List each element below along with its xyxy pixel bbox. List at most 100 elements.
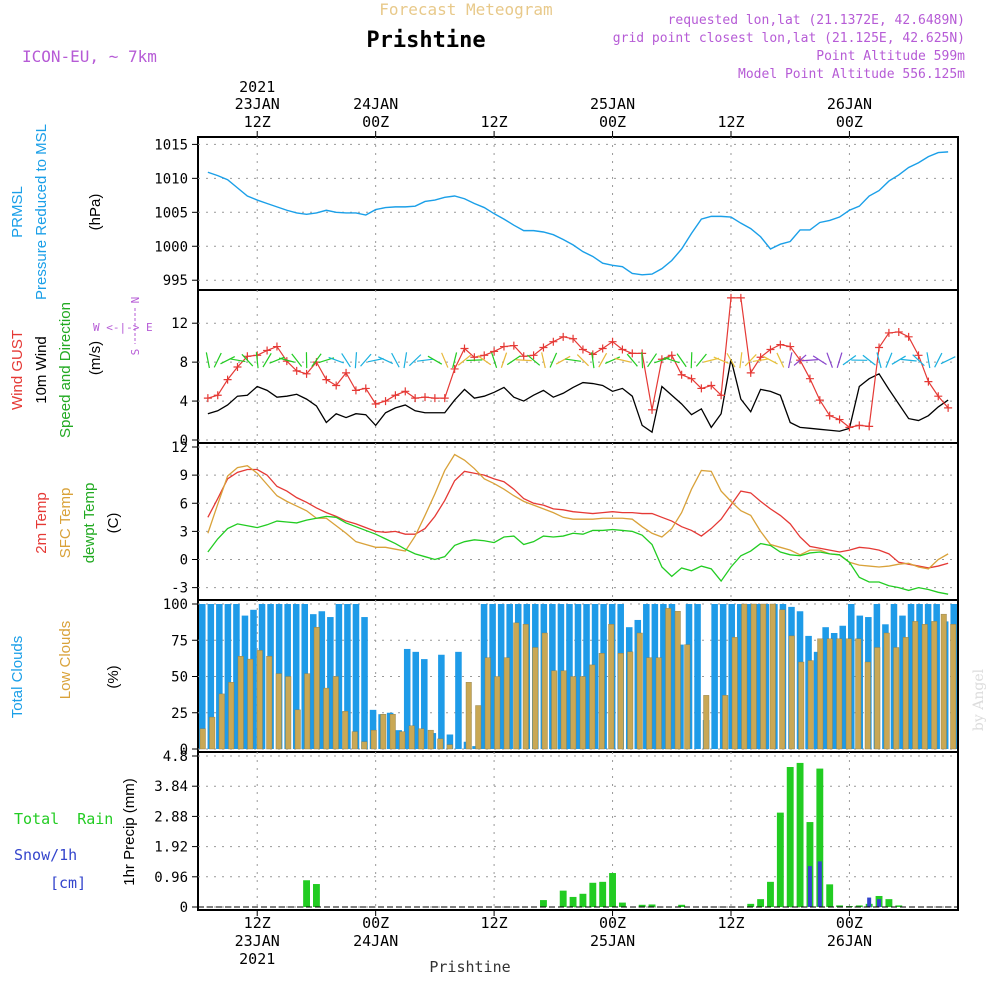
wind-arrow	[776, 352, 785, 368]
gust-marker	[608, 337, 617, 346]
low-cloud-bar	[361, 741, 368, 750]
pressure-ytick-label: 1010	[154, 171, 188, 187]
total-cloud-bar	[421, 659, 428, 749]
gust-line	[207, 297, 949, 428]
precip-ytick-label: 4.8	[163, 749, 188, 765]
wind-arrow	[477, 355, 492, 366]
precip-ytick-label: 1.92	[154, 840, 188, 856]
gridpoint-coords: grid point closest lon,lat (21.125E, 42.…	[613, 31, 965, 46]
low-cloud-bar	[551, 670, 558, 750]
rain-bar	[678, 904, 686, 907]
low-cloud-bar	[247, 658, 254, 750]
total-cloud-bar	[361, 617, 368, 749]
model-altitude: Model Point Altitude 556.125m	[738, 67, 965, 82]
low-cloud-bar	[313, 627, 320, 750]
wind-arrow	[213, 352, 222, 368]
time-bottom-label: 00Z	[362, 914, 389, 932]
low-cloud-bar	[826, 638, 833, 750]
rain-bar	[786, 767, 794, 907]
wind-arrow	[220, 356, 236, 365]
gust-marker	[263, 346, 272, 355]
low-cloud-bar	[532, 647, 539, 750]
wind-arrow	[598, 352, 608, 368]
point-altitude: Point Altitude 599m	[816, 49, 965, 64]
low-cloud-bar	[560, 670, 567, 750]
wind-arrow	[427, 355, 443, 365]
wind-arrow	[626, 353, 638, 367]
wind-arrow	[591, 352, 595, 369]
time-top-label: 25JAN	[590, 95, 635, 113]
total-cloud-bar	[233, 604, 240, 749]
wind-arrow	[604, 356, 621, 364]
gust-marker	[766, 345, 775, 354]
low-cloud-bar	[674, 611, 681, 750]
wind-arrow	[862, 354, 876, 366]
wind-arrow	[555, 355, 571, 365]
low-cloud-bar	[351, 731, 358, 750]
low-cloud-bar	[266, 656, 273, 750]
rain-bar	[648, 904, 656, 907]
total-cloud-bar	[207, 604, 215, 749]
gust-marker	[322, 375, 331, 384]
gust-marker	[825, 411, 834, 420]
rain-bar	[806, 822, 814, 907]
wind-arrow	[900, 358, 917, 362]
gust-marker	[411, 394, 420, 403]
total-cloud-bar	[668, 604, 676, 749]
gust-marker	[203, 394, 212, 403]
total-cloud-bar	[403, 648, 411, 749]
total-cloud-bar	[899, 615, 906, 749]
low-cloud-bar	[389, 714, 396, 750]
wind-arrow	[565, 358, 582, 362]
wind-arrow	[311, 353, 322, 368]
total-cloud-bar	[830, 633, 838, 749]
wind10m-line	[207, 359, 949, 434]
total-cloud-bar	[728, 604, 735, 749]
gust-marker	[391, 391, 400, 400]
rain-bar	[796, 762, 804, 907]
wind-arrow	[291, 353, 303, 367]
total-cloud-bar	[224, 604, 232, 749]
low-cloud-bar	[446, 744, 453, 750]
total-cloud-bar	[907, 604, 915, 749]
gust-marker	[292, 366, 301, 375]
total-cloud-bar	[574, 604, 582, 749]
gust-marker	[865, 422, 874, 431]
low-cloud-bar	[256, 650, 263, 750]
gust-marker	[213, 391, 222, 400]
total-cloud-bar	[438, 654, 445, 749]
time-bottom-label: 26JAN	[827, 932, 872, 950]
gust-marker	[598, 344, 607, 353]
low-cloud-bar	[636, 632, 643, 750]
total-cloud-bar	[924, 604, 932, 749]
low-cloud-bar	[370, 729, 377, 750]
gust-marker	[805, 374, 814, 383]
wind-arrow	[614, 357, 631, 363]
wind-arrow	[801, 359, 818, 362]
low-cloud-bar	[418, 728, 425, 750]
gust-marker	[934, 392, 943, 401]
precip-ytick-label: 0.96	[154, 870, 188, 886]
location-title: Prishtine	[366, 28, 485, 53]
time-bottom-label: 2021	[239, 950, 275, 968]
pressure-ytick-label: 1000	[154, 239, 188, 255]
low-cloud-bar	[931, 621, 938, 750]
gust-marker	[549, 337, 558, 346]
compass-legend: W <-|-> E N S	[93, 297, 153, 356]
time-bottom-label: 25JAN	[590, 932, 635, 950]
p5-label-rain: Total Rain	[14, 810, 113, 828]
total-cloud-bar	[335, 604, 343, 749]
gust-marker	[914, 351, 923, 360]
low-cloud-bar	[427, 729, 434, 750]
rain-bar	[559, 890, 567, 907]
gust-marker	[736, 293, 745, 302]
low-cloud-bar	[522, 624, 529, 750]
time-bottom-label: 24JAN	[353, 932, 398, 950]
low-cloud-bar	[399, 731, 406, 750]
wind-arrow	[515, 359, 532, 362]
wind-arrow	[891, 355, 906, 365]
low-cloud-bar	[845, 638, 852, 750]
rain-bar	[816, 768, 824, 907]
wind-arrow	[663, 357, 680, 364]
